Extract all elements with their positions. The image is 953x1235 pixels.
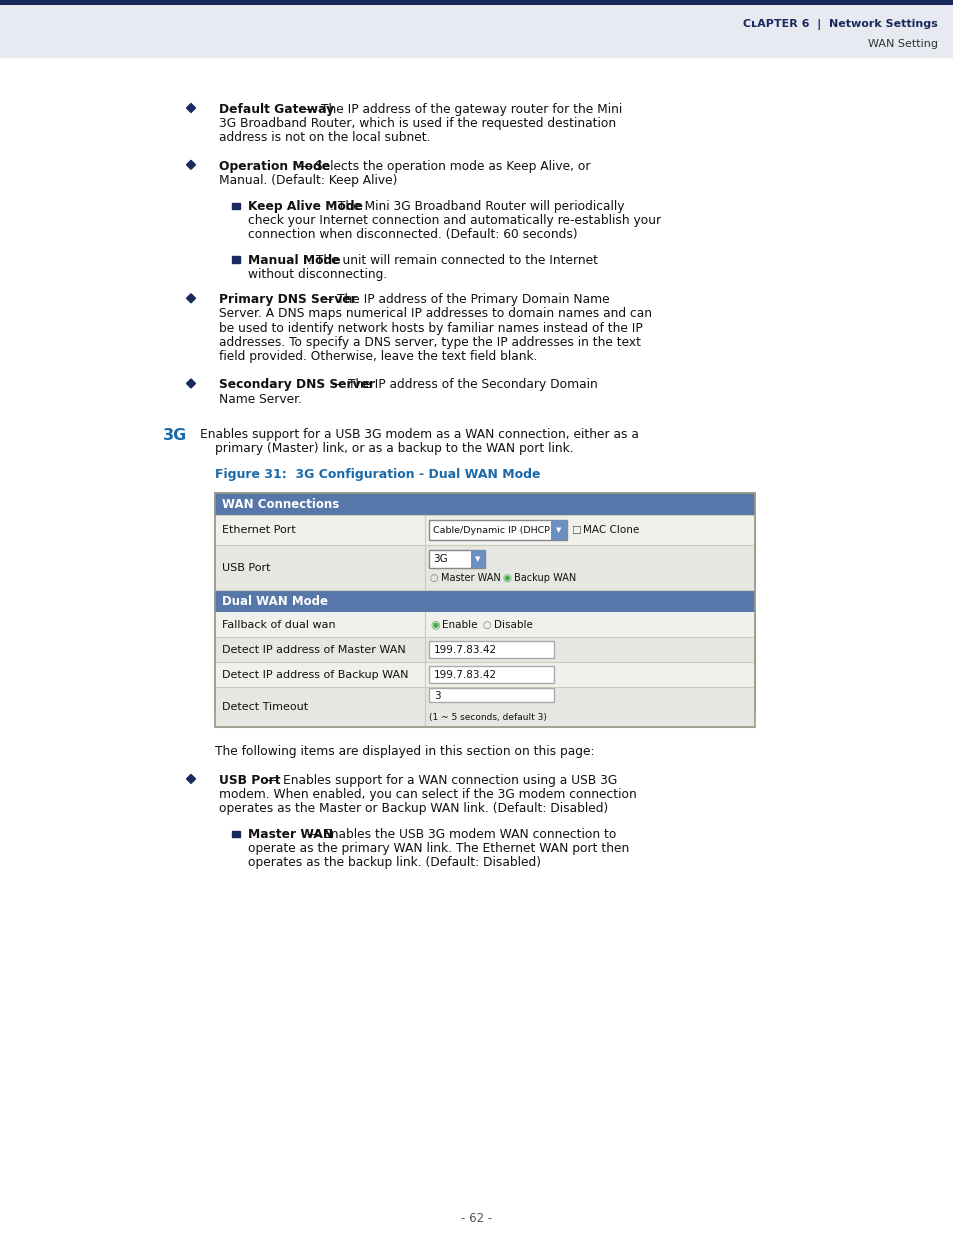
Text: modem. When enabled, you can select if the 3G modem connection: modem. When enabled, you can select if t… (219, 788, 636, 802)
Text: be used to identify network hosts by familiar names instead of the IP: be used to identify network hosts by fam… (219, 321, 642, 335)
Text: — The IP address of the Secondary Domain: — The IP address of the Secondary Domain (328, 378, 598, 391)
Bar (214, 494, 754, 713)
Bar (429, 688, 554, 703)
Text: operates as the Master or Backup WAN link. (Default: Disabled): operates as the Master or Backup WAN lin… (219, 803, 608, 815)
Text: Operation Mode: Operation Mode (219, 159, 330, 173)
Text: Name Server.: Name Server. (219, 393, 302, 405)
Text: 3G Broadband Router, which is used if the requested destination: 3G Broadband Router, which is used if th… (219, 117, 616, 130)
Text: : The unit will remain connected to the Internet: : The unit will remain connected to the … (308, 253, 598, 267)
Text: Ethernet Port: Ethernet Port (222, 526, 295, 536)
Text: connection when disconnected. (Default: 60 seconds): connection when disconnected. (Default: … (248, 228, 577, 241)
Text: Manual. (Default: Keep Alive): Manual. (Default: Keep Alive) (219, 174, 397, 186)
Text: Detect Timeout: Detect Timeout (222, 703, 308, 713)
Text: Enables support for a USB 3G modem as a WAN connection, either as a: Enables support for a USB 3G modem as a … (200, 429, 639, 441)
Text: Disable: Disable (494, 620, 533, 630)
Text: Figure 31:  3G Configuration - Dual WAN Mode: Figure 31: 3G Configuration - Dual WAN M… (214, 468, 540, 480)
Polygon shape (186, 104, 195, 112)
Text: Detect IP address of Master WAN: Detect IP address of Master WAN (222, 645, 405, 655)
Text: operate as the primary WAN link. The Ethernet WAN port then: operate as the primary WAN link. The Eth… (248, 842, 629, 855)
Bar (214, 590, 754, 613)
Text: — The IP address of the Primary Domain Name: — The IP address of the Primary Domain N… (317, 293, 609, 306)
Text: Master WAN: Master WAN (248, 827, 333, 841)
Bar (429, 667, 554, 683)
Text: Server. A DNS maps numerical IP addresses to domain names and can: Server. A DNS maps numerical IP addresse… (219, 308, 651, 320)
Text: Master WAN: Master WAN (440, 573, 500, 583)
Text: primary (Master) link, or as a backup to the WAN port link.: primary (Master) link, or as a backup to… (214, 442, 573, 456)
Polygon shape (186, 161, 195, 169)
Bar (232, 831, 239, 837)
Text: Dual WAN Mode: Dual WAN Mode (222, 595, 328, 608)
Bar (232, 257, 239, 263)
Bar (214, 637, 754, 662)
Text: ○: ○ (482, 620, 491, 630)
Polygon shape (186, 379, 195, 388)
Text: 3G: 3G (433, 555, 447, 564)
Text: 3G: 3G (163, 429, 187, 443)
Text: USB Port: USB Port (219, 774, 280, 787)
Bar (429, 641, 554, 658)
Bar (232, 203, 239, 209)
Text: ☐: ☐ (571, 526, 580, 536)
Text: USB Port: USB Port (222, 563, 271, 573)
Text: Backup WAN: Backup WAN (514, 573, 576, 583)
Text: : The Mini 3G Broadband Router will periodically: : The Mini 3G Broadband Router will peri… (330, 200, 623, 212)
Text: address is not on the local subnet.: address is not on the local subnet. (219, 131, 430, 144)
Text: ◉: ◉ (501, 573, 511, 583)
Text: Manual Mode: Manual Mode (248, 253, 340, 267)
Text: operates as the backup link. (Default: Disabled): operates as the backup link. (Default: D… (248, 856, 540, 869)
Text: WAN Connections: WAN Connections (222, 498, 339, 511)
Text: — Selects the operation mode as Keep Alive, or: — Selects the operation mode as Keep Ali… (295, 159, 590, 173)
Text: 199.7.83.42: 199.7.83.42 (434, 645, 497, 655)
Bar (471, 551, 484, 568)
Bar (214, 546, 754, 590)
Text: Keep Alive Mode: Keep Alive Mode (248, 200, 363, 212)
Bar (214, 688, 754, 727)
Text: 199.7.83.42: 199.7.83.42 (434, 671, 497, 680)
Text: - 62 -: - 62 - (461, 1212, 492, 1224)
Text: Enable: Enable (441, 620, 477, 630)
Text: CʟAPTER 6  |  Network Settings: CʟAPTER 6 | Network Settings (742, 20, 937, 31)
Text: addresses. To specify a DNS server, type the IP addresses in the text: addresses. To specify a DNS server, type… (219, 336, 640, 348)
Text: Default Gateway: Default Gateway (219, 103, 334, 116)
Text: Primary DNS Server: Primary DNS Server (219, 293, 356, 306)
Text: Detect IP address of Backup WAN: Detect IP address of Backup WAN (222, 671, 408, 680)
Text: Cable/Dynamic IP (DHCP): Cable/Dynamic IP (DHCP) (433, 526, 553, 535)
Text: WAN Setting: WAN Setting (867, 40, 937, 49)
Text: Fallback of dual wan: Fallback of dual wan (222, 620, 335, 630)
Bar (214, 494, 754, 515)
Polygon shape (186, 294, 195, 303)
Text: Secondary DNS Server: Secondary DNS Server (219, 378, 375, 391)
Bar (551, 520, 566, 541)
Text: ◉: ◉ (430, 620, 439, 630)
Text: 3: 3 (434, 692, 440, 701)
Text: field provided. Otherwise, leave the text field blank.: field provided. Otherwise, leave the tex… (219, 350, 537, 363)
Bar (214, 613, 754, 637)
Bar (429, 520, 566, 541)
Text: — The IP address of the gateway router for the Mini: — The IP address of the gateway router f… (300, 103, 621, 116)
Bar (214, 515, 754, 546)
Bar (429, 551, 484, 568)
Text: MAC Clone: MAC Clone (582, 526, 639, 536)
Bar (214, 494, 754, 727)
Text: (1 ~ 5 seconds, default 3): (1 ~ 5 seconds, default 3) (429, 713, 546, 722)
Text: ▼: ▼ (556, 527, 561, 534)
Text: check your Internet connection and automatically re-establish your: check your Internet connection and autom… (248, 214, 660, 227)
Bar (0, 0, 953, 5)
Text: ○: ○ (430, 573, 438, 583)
Text: without disconnecting.: without disconnecting. (248, 268, 387, 280)
Text: ▼: ▼ (475, 557, 480, 562)
Bar (0, 0, 953, 58)
Polygon shape (186, 774, 195, 783)
Text: The following items are displayed in this section on this page:: The following items are displayed in thi… (214, 746, 594, 758)
Text: — Enables support for a WAN connection using a USB 3G: — Enables support for a WAN connection u… (262, 774, 617, 787)
Bar (214, 662, 754, 688)
Text: — Enables the USB 3G modem WAN connection to: — Enables the USB 3G modem WAN connectio… (302, 827, 616, 841)
